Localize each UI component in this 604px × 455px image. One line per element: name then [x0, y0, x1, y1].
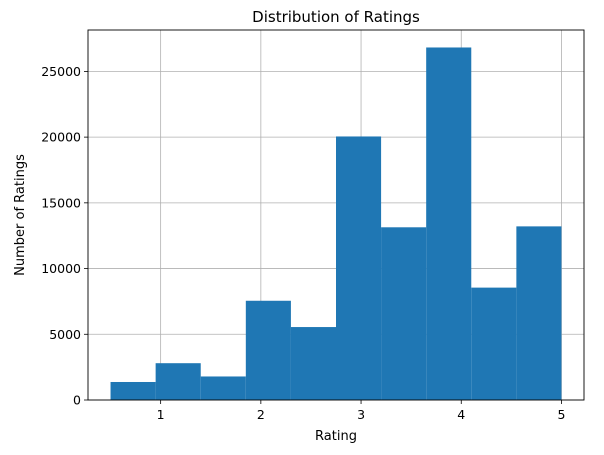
histogram-bar-10 — [516, 226, 562, 400]
y-tick-label: 15000 — [41, 195, 81, 210]
x-tick-label: 3 — [357, 407, 365, 422]
x-tick-label: 2 — [257, 407, 265, 422]
x-tick-label: 4 — [457, 407, 465, 422]
x-tick-label: 1 — [157, 407, 165, 422]
x-tick-label: 5 — [557, 407, 565, 422]
histogram-bar-4 — [245, 300, 291, 400]
histogram-bar-3 — [200, 376, 246, 400]
y-tick-label: 5000 — [49, 327, 81, 342]
y-tick-label: 20000 — [41, 130, 81, 145]
histogram-bar-2 — [155, 363, 201, 400]
histogram-bar-9 — [471, 287, 517, 400]
plot-frame — [87, 29, 585, 401]
bars — [110, 47, 562, 400]
y-axis-ticks: 0 5000 10000 15000 20000 25000 — [41, 64, 88, 408]
histogram-bar-5 — [290, 327, 336, 400]
histogram-bar-7 — [381, 227, 427, 400]
y-tick-label: 25000 — [41, 64, 81, 79]
x-axis-label: Rating — [315, 429, 357, 444]
histogram-bar-1 — [110, 381, 156, 400]
y-tick-label: 0 — [73, 393, 81, 408]
x-axis-ticks: 1 2 3 4 5 — [157, 400, 565, 422]
histogram-bar-6 — [336, 136, 382, 400]
y-tick-label: 10000 — [41, 261, 81, 276]
histogram-bar-8 — [426, 47, 472, 400]
chart-title: Distribution of Ratings — [252, 8, 420, 26]
y-axis-label: Number of Ratings — [13, 154, 28, 276]
